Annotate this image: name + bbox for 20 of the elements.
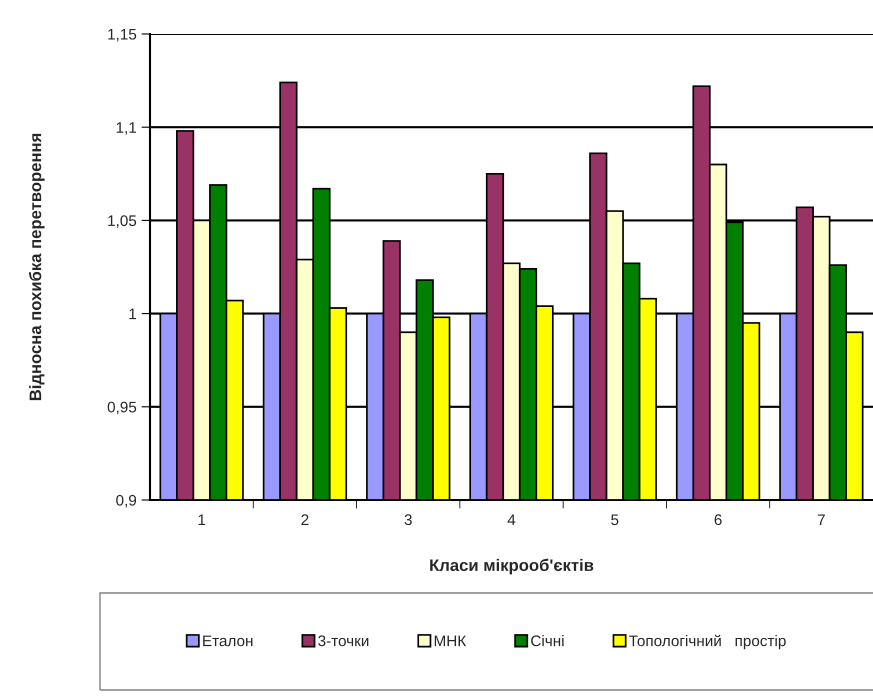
legend-label: Січні	[531, 635, 564, 646]
y-tick-label: 0,9	[116, 494, 136, 508]
y-tick-label: 1,1	[116, 122, 136, 135]
x-tick-label: 3	[404, 514, 412, 526]
x-tick-label: 4	[508, 514, 516, 525]
x-tick-label: 6	[714, 514, 722, 526]
x-tick-label: 1	[198, 514, 206, 525]
x-axis-title: Класи мікрооб'єктів	[430, 558, 594, 574]
y-axis-title: Відносна похибка перетворення	[28, 134, 45, 400]
legend-label: 3-точки	[318, 635, 368, 646]
y-tick-label: 1,05	[108, 215, 136, 228]
y-tick-label: 1,15	[108, 29, 136, 42]
x-tick-label: 5	[611, 514, 618, 526]
x-tick-label: 7	[818, 514, 825, 525]
x-tick-label: 2	[301, 514, 308, 525]
legend-label: МНК	[434, 636, 466, 646]
legend-label: Топологічний простір	[629, 634, 786, 650]
y-tick-label: 0,95	[108, 402, 136, 414]
y-tick-label: 1	[129, 308, 136, 320]
legend-label: Еталон	[203, 636, 252, 646]
